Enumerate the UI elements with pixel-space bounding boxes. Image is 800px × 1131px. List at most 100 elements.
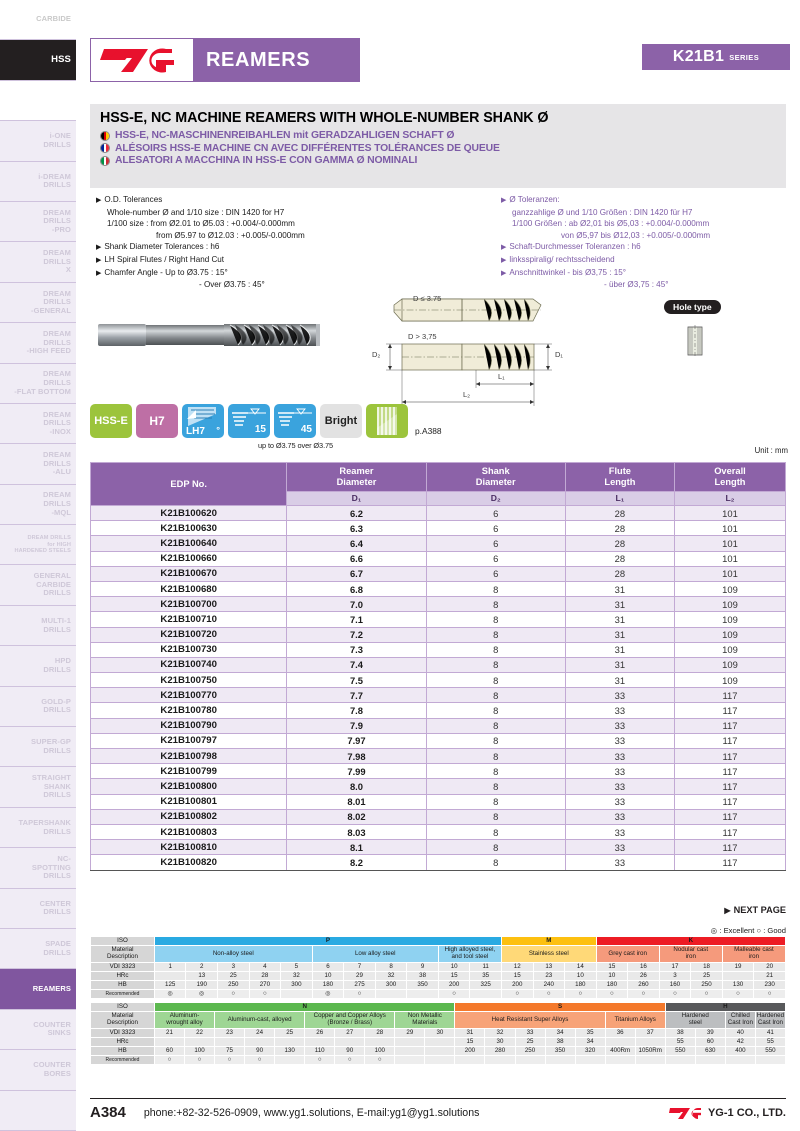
table-row[interactable]: K21B100750 7.5 8 31 109 — [89, 672, 787, 689]
sidebar-item-label: HARDENED STEELS — [14, 547, 71, 554]
sidebar-item-gold-p-drills[interactable]: GOLD-P DRILLS — [0, 686, 76, 728]
sidebar-item-dream-drills-pro[interactable]: DREAM DRILLS -PRO — [0, 201, 76, 243]
table-row[interactable]: K21B100798 7.98 8 33 117 — [89, 747, 787, 765]
cell-flute-length: 33 — [564, 778, 675, 795]
material-group-label: High alloyed steel, and tool steel — [437, 945, 502, 963]
sidebar-item-dream-drills-alu[interactable]: DREAM DRILLS -ALU — [0, 444, 76, 485]
sidebar-item-general-carbide-drills[interactable]: GENERAL CARBIDE DRILLS — [0, 565, 76, 606]
sidebar-item-hpd-drills[interactable]: HPD DRILLS — [0, 646, 76, 687]
material-rec-cell — [406, 989, 439, 999]
material-rec-cell: ○ — [343, 989, 376, 999]
cell-flute-length: 28 — [564, 520, 675, 537]
cell-shank-diameter: 8 — [425, 793, 566, 810]
table-row[interactable]: K21B100770 7.7 8 33 117 — [89, 687, 787, 704]
material-rec-cell: ○ — [364, 1055, 396, 1065]
table-row[interactable]: K21B100797 7.97 8 33 117 — [89, 732, 787, 750]
sidebar-item-dream-drills-mql[interactable]: DREAM DRILLS -MQL — [0, 484, 76, 526]
spec-line: Shank Diameter Tolerances : h6 — [96, 241, 436, 254]
material-hrc-cell: 55 — [754, 1037, 787, 1047]
sidebar-item-label: DREAM — [43, 409, 71, 419]
category-sidebar[interactable]: CARBIDE HSS i-ONE DRILLS i-DREAM DRILLS DREAM D… — [0, 0, 76, 1131]
table-row[interactable]: K21B100820 8.2 8 33 117 — [89, 854, 787, 871]
table-row[interactable]: K21B100680 6.8 8 31 109 — [89, 580, 787, 598]
sidebar-item-hss[interactable]: HSS — [0, 40, 76, 81]
sidebar-item-i-one-drills[interactable]: i-ONE DRILLS — [0, 121, 76, 162]
material-vdi-cell: 28 — [364, 1028, 396, 1038]
sidebar-item-carbide[interactable]: CARBIDE — [0, 0, 76, 41]
material-vdi-cell: 14 — [564, 962, 597, 972]
material-vdi-cell: 5 — [280, 962, 313, 972]
table-row[interactable]: K21B100730 7.3 8 31 109 — [89, 641, 787, 658]
table-row[interactable]: K21B100720 7.2 8 31 109 — [89, 626, 787, 643]
cell-shank-diameter: 8 — [425, 656, 566, 674]
material-vdi-cell: 34 — [544, 1028, 576, 1038]
sidebar-item-counter-bores[interactable]: COUNTER BORES — [0, 1050, 76, 1091]
table-row[interactable]: K21B100630 6.3 6 28 101 — [89, 520, 787, 537]
sidebar-item-reamers[interactable]: REAMERS — [0, 969, 76, 1010]
table-row[interactable]: K21B100803 8.03 8 33 117 — [89, 823, 787, 841]
material-vdi-cell: 4 — [248, 962, 282, 972]
sidebar-item-label: i-ONE — [49, 131, 71, 141]
material-rec-cell: ○ — [500, 989, 534, 999]
table-row[interactable]: K21B100740 7.4 8 31 109 — [89, 656, 787, 674]
badge-15-label: 15 — [254, 424, 266, 435]
yg-logo-small-icon — [668, 1107, 701, 1119]
cell-reamer-diameter: 7.3 — [286, 641, 427, 658]
material-vdi-cell: 13 — [532, 962, 566, 972]
material-vdi-cell: 36 — [604, 1028, 636, 1038]
table-row[interactable]: K21B100700 7.0 8 31 109 — [89, 596, 787, 613]
table-row[interactable]: K21B100799 7.99 8 33 117 — [89, 763, 787, 780]
table-row[interactable]: K21B100670 6.7 6 28 101 — [89, 565, 787, 582]
cell-edp-no: K21B100820 — [89, 854, 288, 871]
material-group-label: Malleable cast iron — [721, 945, 787, 963]
material-hrc-cell: 55 — [664, 1037, 696, 1047]
table-row[interactable]: K21B100800 8.0 8 33 117 — [89, 778, 787, 795]
sidebar-item-dream-drills-x[interactable]: DREAM DRILLS X — [0, 242, 76, 283]
sidebar-item-counter-sinks[interactable]: COUNTER SINKS — [0, 1009, 76, 1051]
table-row[interactable]: K21B100801 8.01 8 33 117 — [89, 793, 787, 810]
sidebar-item-dream-drills-general[interactable]: DREAM DRILLS -GENERAL — [0, 282, 76, 324]
material-rec-cell: ○ — [183, 1055, 216, 1065]
sidebar-item-dream-drills-inox[interactable]: DREAM DRILLS -INOX — [0, 403, 76, 445]
cell-overall-length: 117 — [673, 687, 787, 704]
material-vdi-cell: 32 — [484, 1028, 516, 1038]
table-row[interactable]: K21B100620 6.2 6 28 101 — [89, 504, 787, 522]
flag-de-icon — [100, 130, 110, 141]
table-row[interactable]: K21B100640 6.4 6 28 101 — [89, 535, 787, 552]
sidebar-item-blank[interactable] — [0, 1090, 76, 1131]
cell-reamer-diameter: 7.9 — [286, 717, 427, 734]
table-row[interactable]: K21B100780 7.8 8 33 117 — [89, 702, 787, 719]
sidebar-item-dream-drills-for-high-hardened-steels[interactable]: DREAM DRILLS for HIGH HARDENED STEELS — [0, 525, 76, 566]
sidebar-item-label: STRAIGHT — [31, 773, 71, 783]
sidebar-item-tapershank-drills[interactable]: TAPERSHANK DRILLS — [0, 807, 76, 849]
sidebar-item-blank[interactable] — [0, 80, 76, 122]
sidebar-item-i-dream-drills[interactable]: i-DREAM DRILLS — [0, 161, 76, 202]
sidebar-item-nc-spotting-drills[interactable]: NC- SPOTTING DRILLS — [0, 848, 76, 889]
cell-flute-length: 28 — [564, 550, 675, 567]
sidebar-item-center-drills[interactable]: CENTER DRILLS — [0, 888, 76, 929]
sidebar-item-label: DRILLS — [43, 705, 71, 715]
sidebar-item-label: SINKS — [47, 1028, 71, 1038]
material-rec-cell — [374, 989, 408, 999]
table-row[interactable]: K21B100790 7.9 8 33 117 — [89, 717, 787, 734]
sidebar-item-label: BORES — [43, 1068, 71, 1078]
table-row[interactable]: K21B100810 8.1 8 33 117 — [89, 839, 787, 856]
table-row[interactable]: K21B100802 8.02 8 33 117 — [89, 808, 787, 825]
cell-overall-length: 101 — [673, 565, 787, 582]
col-flute-length: Flute Length — [564, 462, 675, 492]
spec-list-german: Ø Toleranzen:ganzzahlige Ø und 1/10 Größ… — [501, 194, 800, 291]
sidebar-item-spade-drills[interactable]: SPADE DRILLS — [0, 928, 76, 970]
sidebar-item-dream-drills-high-feed[interactable]: DREAM DRILLS -HIGH FEED — [0, 323, 76, 364]
cell-flute-length: 31 — [564, 641, 675, 658]
material-hb-row: HB 125 190 250 270 300 180 275 300 350 200 325 200 24… — [90, 980, 786, 990]
sidebar-item-multi-1-drills[interactable]: MULTI-1 DRILLS — [0, 605, 76, 647]
table-row[interactable]: K21B100660 6.6 6 28 101 — [89, 550, 787, 567]
next-page-link[interactable]: NEXT PAGE — [724, 905, 786, 915]
sidebar-item-dream-drills-flat-bottom[interactable]: DREAM DRILLS -FLAT BOTTOM — [0, 363, 76, 404]
row-label-hb: HB — [90, 1046, 155, 1056]
sidebar-item-straight-shank-drills[interactable]: STRAIGHT SHANK DRILLS — [0, 767, 76, 808]
sidebar-item-label: DRILLS — [43, 947, 71, 957]
sidebar-item-label: CARBIDE — [36, 14, 71, 24]
sidebar-item-super-gp-drills[interactable]: SUPER-GP DRILLS — [0, 727, 76, 768]
table-row[interactable]: K21B100710 7.1 8 31 109 — [89, 611, 787, 628]
